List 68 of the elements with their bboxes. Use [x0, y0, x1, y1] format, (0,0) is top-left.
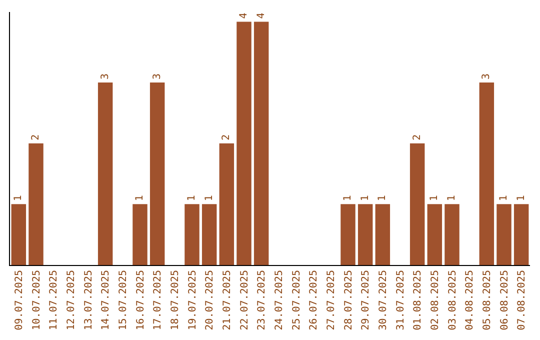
x-tick-label: 19.07.2025 — [187, 270, 198, 330]
data-label: 3 — [100, 74, 111, 80]
bar — [410, 143, 425, 265]
data-label: 1 — [498, 195, 510, 202]
bar — [427, 204, 442, 265]
x-tick-label: 13.07.2025 — [83, 270, 94, 330]
x-tick-label: 24.07.2025 — [274, 270, 285, 330]
x-tick-label: 06.08.2025 — [499, 270, 510, 330]
x-tick-label: 10.07.2025 — [31, 270, 42, 330]
bar — [28, 143, 44, 265]
bar — [444, 204, 460, 265]
x-tick-label: 29.07.2025 — [360, 270, 372, 330]
data-label: 3 — [481, 74, 492, 80]
data-label: 1 — [446, 195, 458, 202]
data-label: 3 — [152, 74, 163, 80]
x-tick-label: 01.08.2025 — [412, 270, 424, 330]
x-tick-label: 17.07.2025 — [152, 270, 164, 330]
x-tick-label: 16.07.2025 — [135, 270, 146, 330]
x-tick-label: 27.07.2025 — [326, 270, 337, 330]
data-label: 4 — [238, 12, 250, 19]
bar — [479, 82, 494, 265]
x-tick-label: 31.07.2025 — [395, 270, 406, 330]
x-tick-label: 30.07.2025 — [378, 270, 389, 330]
data-label: 1 — [186, 195, 198, 202]
x-tick-label: 04.08.2025 — [464, 270, 476, 330]
data-label: 1 — [342, 195, 354, 202]
bar — [375, 204, 390, 265]
bar — [236, 22, 252, 265]
bar — [514, 204, 529, 265]
x-tick-label: 23.07.2025 — [256, 270, 268, 330]
x-tick-label: 14.07.2025 — [100, 270, 112, 330]
bar — [202, 204, 217, 265]
bar — [150, 82, 165, 265]
x-tick-label: 09.07.2025 — [14, 270, 25, 330]
x-tick-label: 26.07.2025 — [308, 270, 320, 330]
bar — [358, 204, 373, 265]
data-label: 1 — [429, 195, 440, 202]
bar — [254, 22, 269, 265]
data-label: 1 — [13, 195, 24, 202]
x-tick-label: 18.07.2025 — [170, 270, 181, 330]
x-tick-label: 20.07.2025 — [204, 270, 216, 330]
bar — [496, 204, 512, 265]
bar — [132, 204, 148, 265]
data-label: 2 — [30, 134, 42, 140]
x-tick-label: 12.07.2025 — [66, 270, 77, 330]
data-label: 4 — [256, 12, 267, 19]
data-label: 1 — [377, 195, 388, 202]
x-tick-label: 22.07.2025 — [239, 270, 250, 330]
data-label: 2 — [412, 134, 423, 140]
data-label: 1 — [516, 195, 527, 202]
x-tick-label: 02.08.2025 — [430, 270, 441, 330]
bar — [219, 143, 234, 265]
x-tick-label: 05.08.2025 — [482, 270, 493, 330]
data-label: 2 — [221, 134, 232, 140]
bar — [184, 204, 200, 265]
x-tick-label: 15.07.2025 — [118, 270, 129, 330]
x-tick-label: 11.07.2025 — [48, 270, 60, 330]
x-tick-label: 25.07.2025 — [291, 270, 302, 330]
x-tick-label: 03.08.2025 — [447, 270, 458, 330]
x-tick-label: 21.07.2025 — [222, 270, 233, 330]
data-label: 1 — [360, 195, 371, 202]
bar — [340, 204, 356, 265]
x-tick-label: 07.08.2025 — [516, 270, 528, 330]
x-tick-label: 28.07.2025 — [343, 270, 354, 330]
data-label: 1 — [134, 195, 146, 202]
data-label: 1 — [204, 195, 215, 202]
bar — [11, 204, 26, 265]
bar — [98, 82, 113, 265]
